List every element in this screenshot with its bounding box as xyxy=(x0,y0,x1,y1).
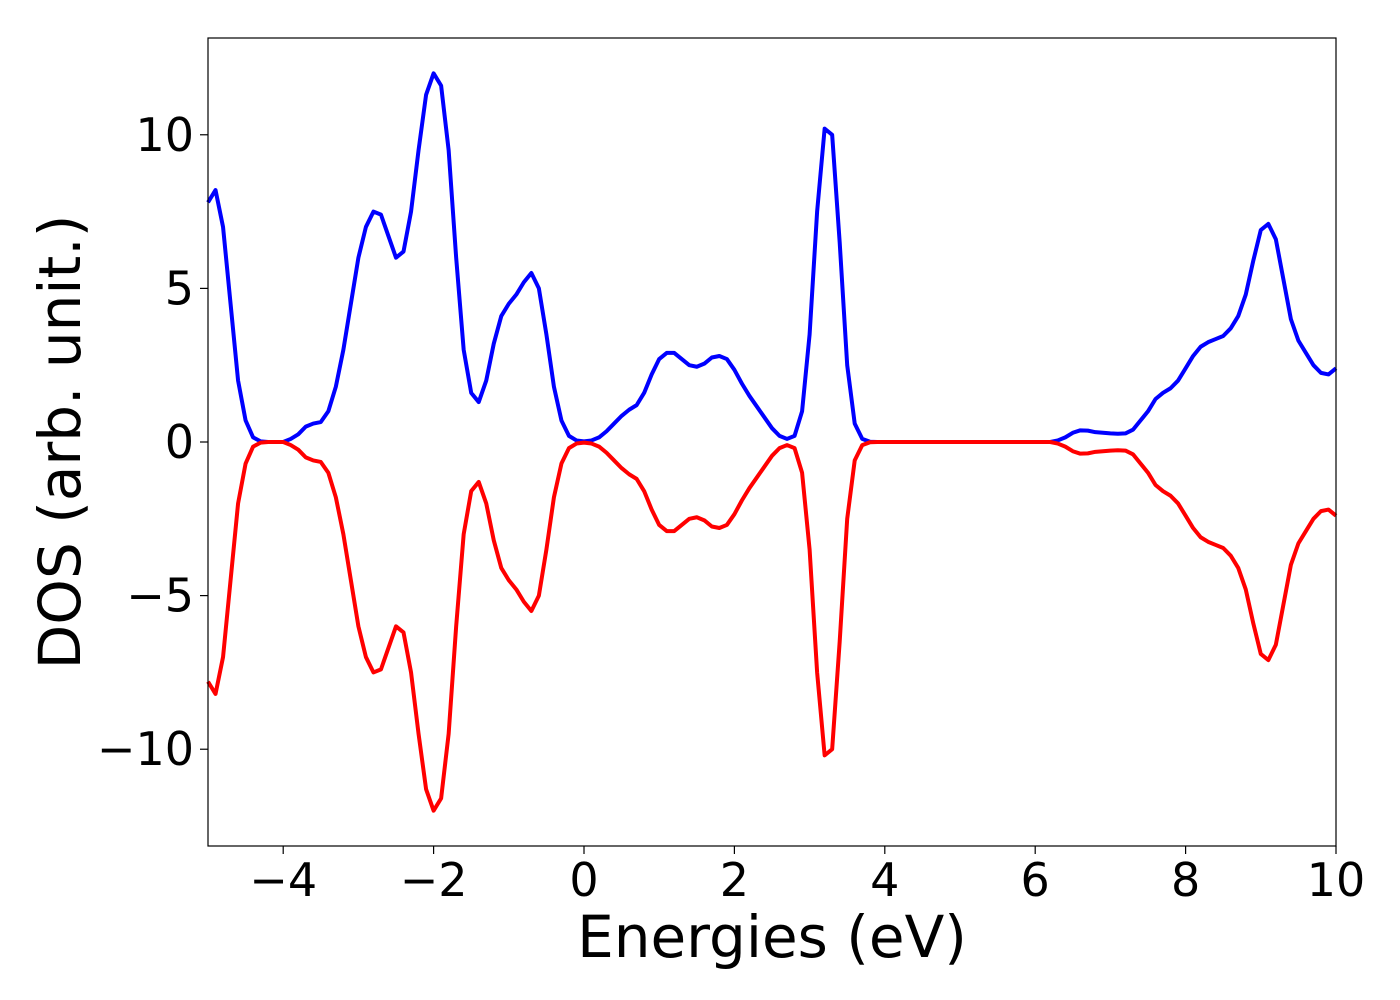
x-tick-label: 8 xyxy=(1171,853,1200,907)
x-tick-label: −2 xyxy=(400,853,468,907)
x-tick-label: 10 xyxy=(1307,853,1366,907)
x-tick-label: 0 xyxy=(569,853,598,907)
x-tick-label: 6 xyxy=(1021,853,1050,907)
y-tick-label: 5 xyxy=(165,261,194,315)
plot-frame xyxy=(207,37,1337,847)
y-tick-label: −5 xyxy=(126,569,194,623)
dos-line xyxy=(206,440,1338,813)
dos-line xyxy=(206,71,1338,444)
y-tick-label: 10 xyxy=(135,108,194,162)
y-axis-label: DOS (arb. unit.) xyxy=(26,215,94,670)
y-tick-label: 0 xyxy=(165,415,194,469)
x-tick-label: 4 xyxy=(870,853,899,907)
x-tick-label: −4 xyxy=(249,853,317,907)
x-axis-label: Energies (eV) xyxy=(577,903,967,971)
y-tick-label: −10 xyxy=(97,722,194,776)
x-tick-label: 2 xyxy=(720,853,749,907)
